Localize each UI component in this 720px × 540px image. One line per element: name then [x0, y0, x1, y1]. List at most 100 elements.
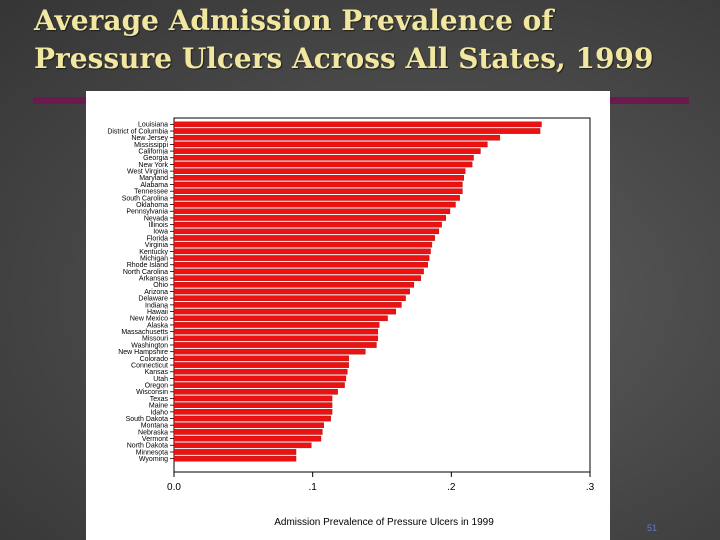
y-tick-label: Iowa — [153, 229, 168, 236]
bar — [173, 188, 463, 195]
y-tick-label: Kansas — [145, 369, 169, 376]
y-tick-label: Missouri — [142, 336, 169, 343]
y-tick-label: Indiana — [145, 302, 168, 309]
bar — [173, 175, 465, 181]
x-tick-label: 0.0 — [167, 482, 181, 493]
y-tick-label: New Jersey — [131, 135, 168, 142]
y-tick-label: Louisiana — [138, 122, 168, 129]
y-tick-label: Arizona — [144, 289, 168, 296]
y-tick-label: Kentucky — [139, 249, 168, 256]
y-tick-label: Vermont — [142, 436, 168, 443]
x-tick-label: .1 — [308, 482, 317, 493]
bar — [173, 348, 366, 355]
bar — [173, 282, 415, 288]
bar — [173, 308, 397, 315]
bar — [173, 375, 347, 382]
page-number: 51 — [647, 523, 658, 533]
y-tick-label: Mississippi — [134, 142, 168, 149]
slide-title-line-2: Pressure Ulcers Across All States, 1999 — [34, 42, 654, 75]
bar — [173, 215, 446, 221]
bar — [173, 395, 333, 402]
plot-frame — [173, 117, 591, 473]
bar — [173, 368, 348, 375]
slide-title-line-1: Average Admission Prevalence of — [34, 4, 554, 37]
bar — [173, 148, 481, 154]
y-tick-label: Nebraska — [138, 429, 168, 436]
y-tick-label: Delaware — [138, 296, 168, 303]
bar — [173, 449, 297, 455]
x-tick-label: .2 — [447, 482, 456, 493]
y-tick-label: Pennsylvania — [126, 209, 168, 216]
bar — [173, 442, 312, 449]
y-tick-label: New Mexico — [130, 316, 168, 323]
y-tick-label: Georgia — [143, 155, 168, 162]
bar — [173, 121, 542, 128]
bar — [173, 228, 440, 235]
bar — [173, 255, 430, 261]
x-axis-label: Admission Prevalence of Pressure Ulcers … — [274, 517, 494, 528]
y-tick-label: Virginia — [145, 242, 168, 249]
y-tick-label: Texas — [150, 396, 169, 403]
y-tick-label: West Virginia — [127, 169, 168, 176]
bar — [173, 388, 338, 395]
y-tick-label: District of Columbia — [107, 128, 168, 135]
y-tick-label: Idaho — [150, 409, 168, 416]
y-tick-label: New York — [138, 162, 168, 169]
bar — [173, 402, 333, 408]
bar — [173, 328, 379, 335]
bar — [173, 422, 324, 429]
y-tick-label: Maryland — [139, 175, 168, 182]
bar — [173, 268, 424, 275]
bar — [173, 248, 431, 255]
y-tick-label: Nevada — [144, 215, 168, 222]
bar — [173, 435, 322, 442]
bar — [173, 455, 297, 462]
y-tick-label: North Dakota — [127, 443, 168, 450]
y-tick-label: Oklahoma — [136, 202, 168, 209]
y-tick-label: Utah — [153, 376, 168, 383]
x-tick-label: .3 — [586, 482, 595, 493]
bar — [173, 195, 460, 201]
bar — [173, 355, 349, 362]
y-tick-label: New Hampshire — [118, 349, 168, 356]
bar — [173, 429, 323, 435]
bar — [173, 154, 474, 161]
y-tick-label: Alabama — [140, 182, 168, 189]
y-tick-label: Washington — [131, 342, 168, 349]
bar — [173, 288, 410, 295]
y-tick-label: Arkansas — [139, 276, 169, 283]
y-tick-label: Connecticut — [131, 362, 168, 369]
bar — [173, 201, 456, 208]
bar — [173, 261, 428, 268]
y-tick-label: Hawaii — [147, 309, 168, 316]
y-tick-label: Florida — [147, 235, 169, 242]
y-tick-label: Wyoming — [139, 456, 168, 463]
y-tick-label: Michigan — [140, 255, 168, 262]
y-tick-label: Montana — [141, 423, 168, 430]
slide-title: Average Admission Prevalence of Pressure… — [34, 2, 714, 78]
y-tick-label: Tennessee — [134, 189, 168, 196]
bar — [173, 275, 422, 281]
bar — [173, 362, 349, 368]
y-tick-label: Illinois — [149, 222, 169, 229]
bar — [173, 221, 442, 228]
y-tick-label: Oregon — [145, 383, 168, 390]
y-tick-label: California — [138, 148, 168, 155]
bar — [173, 322, 380, 328]
bar — [173, 415, 331, 422]
y-tick-label: Minnesota — [136, 449, 168, 456]
bar — [173, 315, 388, 322]
bar — [173, 141, 488, 148]
y-tick-label: Massachusetts — [121, 329, 168, 336]
bar — [173, 342, 377, 348]
y-tick-label: Wisconsin — [136, 389, 168, 396]
y-tick-label: Colorado — [140, 356, 169, 363]
bar — [173, 241, 433, 248]
bar — [173, 335, 379, 342]
bar — [173, 235, 435, 241]
bar — [173, 295, 406, 301]
y-tick-label: Rhode Island — [127, 262, 168, 269]
y-tick-label: South Dakota — [126, 416, 169, 423]
y-tick-label: Alaska — [147, 322, 168, 329]
